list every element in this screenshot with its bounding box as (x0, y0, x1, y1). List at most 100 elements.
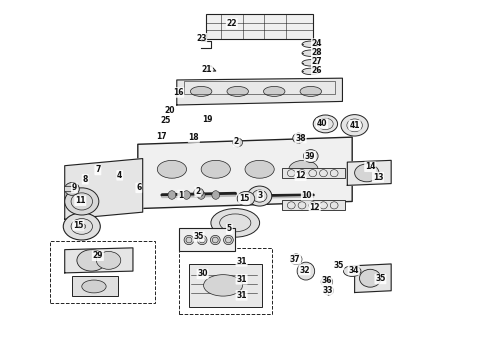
Text: 32: 32 (299, 266, 310, 275)
Text: 9: 9 (72, 183, 77, 192)
Text: 17: 17 (156, 132, 167, 141)
Text: 2: 2 (234, 137, 239, 146)
Polygon shape (138, 137, 352, 208)
Text: 29: 29 (93, 251, 103, 260)
Ellipse shape (191, 86, 212, 96)
Text: 24: 24 (312, 39, 322, 48)
Ellipse shape (300, 86, 321, 96)
Text: 31: 31 (236, 291, 247, 300)
Text: 3: 3 (258, 191, 263, 200)
Ellipse shape (293, 133, 304, 143)
Ellipse shape (97, 251, 121, 269)
Ellipse shape (223, 235, 233, 245)
Ellipse shape (245, 160, 274, 178)
Ellipse shape (65, 188, 99, 215)
Text: 13: 13 (373, 173, 383, 182)
Ellipse shape (78, 224, 86, 229)
Text: 8: 8 (82, 175, 88, 184)
Ellipse shape (321, 276, 333, 287)
Text: 31: 31 (236, 257, 247, 266)
Text: 39: 39 (305, 152, 315, 161)
Ellipse shape (184, 235, 194, 245)
Ellipse shape (157, 160, 187, 178)
Ellipse shape (210, 235, 220, 245)
Ellipse shape (63, 213, 100, 240)
Text: 30: 30 (197, 269, 208, 278)
Ellipse shape (302, 68, 319, 75)
Bar (50, 241, 155, 303)
Bar (64, 186, 73, 192)
Text: 20: 20 (164, 106, 175, 115)
Text: 4: 4 (117, 171, 122, 180)
Text: 7: 7 (95, 166, 100, 175)
Ellipse shape (82, 280, 106, 293)
Ellipse shape (302, 50, 319, 57)
Bar (179, 228, 235, 251)
Bar (179, 248, 272, 314)
Ellipse shape (302, 60, 319, 66)
Text: 31: 31 (236, 275, 247, 284)
Text: 36: 36 (321, 276, 332, 285)
Ellipse shape (341, 114, 368, 136)
Ellipse shape (212, 191, 220, 199)
Text: 35: 35 (333, 261, 343, 270)
Text: 26: 26 (312, 66, 322, 75)
Text: 15: 15 (73, 221, 84, 230)
Ellipse shape (343, 266, 361, 276)
Ellipse shape (197, 235, 207, 245)
Ellipse shape (65, 183, 79, 195)
Ellipse shape (203, 275, 243, 296)
Ellipse shape (194, 188, 203, 197)
Ellipse shape (303, 150, 318, 162)
Polygon shape (65, 158, 143, 219)
Text: 16: 16 (173, 88, 183, 97)
Bar (282, 168, 345, 178)
Text: 34: 34 (348, 266, 359, 275)
Text: 5: 5 (227, 224, 232, 233)
Text: 10: 10 (302, 191, 312, 200)
Text: 38: 38 (295, 134, 306, 143)
Text: 21: 21 (202, 66, 212, 75)
Text: 28: 28 (312, 48, 322, 57)
Ellipse shape (360, 269, 381, 287)
Bar (282, 201, 345, 210)
Bar (206, 14, 313, 39)
Ellipse shape (302, 41, 319, 48)
Ellipse shape (237, 192, 255, 206)
Text: 12: 12 (309, 203, 320, 212)
Ellipse shape (289, 160, 318, 178)
Ellipse shape (313, 115, 338, 133)
Text: 15: 15 (239, 194, 249, 203)
Text: 19: 19 (202, 115, 212, 124)
Text: 14: 14 (365, 162, 375, 171)
Polygon shape (177, 78, 343, 105)
Text: 35: 35 (194, 232, 204, 241)
Ellipse shape (227, 86, 248, 96)
Text: 6: 6 (136, 183, 142, 192)
Bar (189, 264, 262, 307)
Ellipse shape (264, 86, 285, 96)
Ellipse shape (168, 191, 176, 199)
Text: 22: 22 (226, 19, 237, 28)
Text: 12: 12 (295, 171, 306, 180)
Polygon shape (355, 264, 391, 293)
Ellipse shape (297, 262, 315, 280)
Ellipse shape (77, 249, 106, 271)
Text: 41: 41 (349, 121, 360, 130)
Ellipse shape (233, 138, 243, 147)
Bar (184, 81, 335, 94)
Ellipse shape (211, 208, 260, 237)
Ellipse shape (197, 191, 205, 199)
Polygon shape (347, 160, 391, 185)
Text: 37: 37 (290, 255, 300, 264)
Ellipse shape (247, 186, 272, 206)
Text: 40: 40 (317, 119, 327, 128)
Text: 23: 23 (196, 34, 206, 43)
Text: 35: 35 (375, 274, 386, 283)
Text: 2: 2 (195, 187, 200, 196)
Text: 18: 18 (189, 133, 199, 142)
Ellipse shape (183, 191, 191, 199)
Polygon shape (65, 248, 133, 273)
Ellipse shape (201, 160, 230, 178)
Text: 25: 25 (160, 116, 171, 125)
